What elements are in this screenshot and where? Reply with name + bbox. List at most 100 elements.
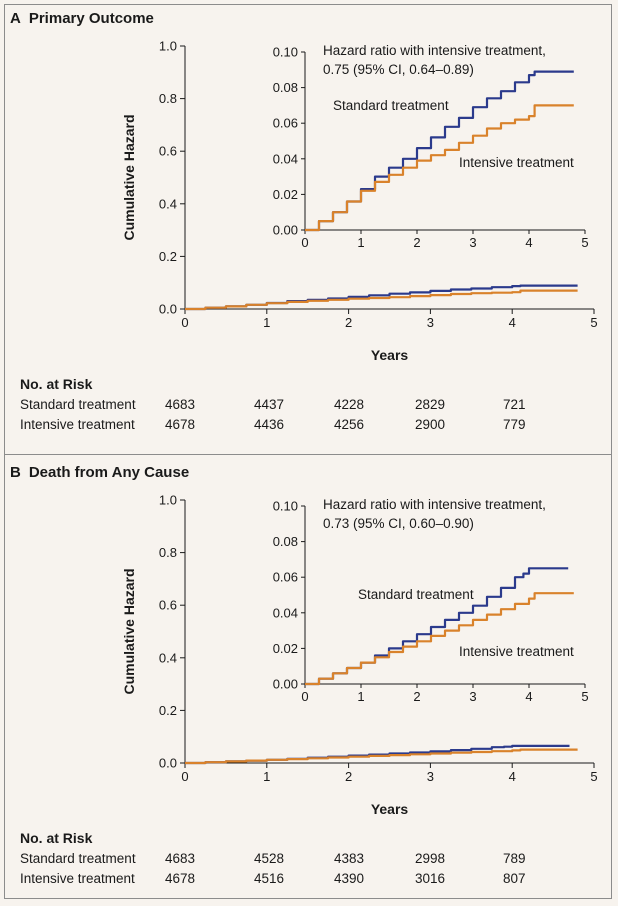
y-tick-label: 0.02 (273, 187, 298, 202)
x-tick-label: 4 (525, 689, 532, 704)
main-curve-intensive (185, 748, 578, 765)
risk-row-intensive: Intensive treatment 4678 4436 4256 2900 … (20, 415, 526, 435)
risk-count: 4683 (165, 397, 196, 412)
main-curve-intensive (185, 289, 578, 311)
y-tick-label: 0.00 (273, 223, 298, 238)
x-axis-title: Years (371, 347, 409, 363)
risk-count: 4256 (334, 417, 365, 432)
risk-count: 807 (503, 871, 526, 886)
risk-row-label: Intensive treatment (20, 871, 135, 886)
panel-title-text: Primary Outcome (28, 10, 154, 27)
inset-curve-standard (305, 567, 569, 686)
chart-panel-a: 0 1 2 3 4 5 0.0 0.2 0.4 0.6 0.8 1.0 Years Cumulative … (121, 39, 598, 364)
risk-count: 789 (503, 851, 526, 866)
risk-table-title: No. at Risk (20, 376, 93, 392)
panel-title: A Primary Outcome (10, 10, 154, 27)
x-tick-label: 0 (181, 769, 188, 784)
standard-curve-label: Standard treatment (333, 98, 449, 113)
x-tick-label: 3 (427, 315, 434, 330)
risk-row-standard: Standard treatment 4683 4437 4228 2829 7… (20, 395, 526, 415)
y-tick-label: 0.00 (273, 677, 298, 692)
y-tick-label: 0.04 (273, 605, 298, 620)
y-tick-label: 0.4 (159, 196, 177, 211)
y-tick-label: 1.0 (159, 493, 177, 508)
x-tick-label: 4 (509, 769, 516, 784)
risk-count: 4383 (334, 851, 365, 866)
y-tick-label: 0.4 (159, 650, 177, 665)
y-tick-label: 0.08 (273, 80, 298, 95)
risk-count: 4390 (334, 871, 365, 886)
y-axis-title: Cumulative Hazard (121, 568, 137, 694)
hazard-ratio-annotation: Hazard ratio with intensive treatment, (323, 497, 546, 512)
y-tick-label: 0.0 (159, 756, 177, 771)
inset-curve-standard (305, 70, 574, 232)
x-tick-label: 1 (357, 689, 364, 704)
risk-count: 721 (503, 397, 526, 412)
x-tick-label: 3 (469, 689, 476, 704)
risk-count: 779 (503, 417, 526, 432)
x-axis-title: Years (371, 801, 409, 817)
figure-frame (4, 4, 612, 899)
x-tick-label: 1 (263, 769, 270, 784)
risk-count: 2829 (415, 397, 446, 412)
x-tick-label: 4 (509, 315, 516, 330)
risk-row-label: Standard treatment (20, 851, 136, 866)
risk-row-label: Intensive treatment (20, 417, 135, 432)
intensive-curve-label: Intensive treatment (459, 644, 574, 659)
risk-row-standard: Standard treatment 4683 4528 4383 2998 7… (20, 849, 526, 869)
y-tick-label: 0.10 (273, 45, 298, 60)
x-tick-label: 1 (263, 315, 270, 330)
risk-row-intensive: Intensive treatment 4678 4516 4390 3016 … (20, 869, 526, 889)
risk-row-label: Standard treatment (20, 397, 136, 412)
chart-panel-b: 0 1 2 3 4 5 0.0 0.2 0.4 0.6 0.8 1.0 Years Cumulative … (121, 493, 598, 818)
y-tick-label: 0.8 (159, 91, 177, 106)
panel-letter: B (10, 464, 21, 481)
hazard-ratio-annotation: 0.75 (95% CI, 0.64–0.89) (323, 62, 474, 77)
x-tick-label: 2 (345, 315, 352, 330)
x-tick-label: 2 (345, 769, 352, 784)
intensive-curve-label: Intensive treatment (459, 155, 574, 170)
x-tick-label: 2 (413, 689, 420, 704)
y-tick-label: 0.6 (159, 598, 177, 613)
panel-b: B Death from Any Cause 0 1 2 3 4 5 0.0 0.2 0.4 0.6… (0, 454, 618, 906)
x-tick-label: 5 (581, 235, 588, 250)
hazard-ratio-annotation: Hazard ratio with intensive treatment, (323, 43, 546, 58)
x-tick-label: 5 (581, 689, 588, 704)
x-tick-label: 0 (301, 689, 308, 704)
x-tick-label: 5 (590, 769, 597, 784)
y-tick-label: 0.10 (273, 499, 298, 514)
y-tick-label: 0.08 (273, 534, 298, 549)
x-tick-label: 1 (357, 235, 364, 250)
x-tick-label: 0 (181, 315, 188, 330)
x-tick-label: 4 (525, 235, 532, 250)
y-tick-label: 0.04 (273, 151, 298, 166)
y-tick-label: 0.2 (159, 249, 177, 264)
risk-count: 4516 (254, 871, 285, 886)
risk-count: 4437 (254, 397, 285, 412)
y-tick-label: 1.0 (159, 39, 177, 54)
risk-count: 4436 (254, 417, 285, 432)
panel-divider (4, 454, 612, 455)
y-tick-label: 0.0 (159, 302, 177, 317)
y-axis-title: Cumulative Hazard (121, 114, 137, 240)
y-tick-label: 0.2 (159, 703, 177, 718)
y-tick-label: 0.06 (273, 116, 298, 131)
risk-count: 3016 (415, 871, 446, 886)
y-tick-label: 0.06 (273, 570, 298, 585)
x-tick-label: 3 (469, 235, 476, 250)
y-tick-label: 0.6 (159, 144, 177, 159)
risk-count: 4678 (165, 417, 196, 432)
panel-letter: A (10, 10, 21, 27)
panel-title-text: Death from Any Cause (28, 464, 190, 481)
x-tick-label: 0 (301, 235, 308, 250)
risk-count: 2998 (415, 851, 446, 866)
risk-table-title: No. at Risk (20, 830, 93, 846)
standard-curve-label: Standard treatment (358, 587, 474, 602)
risk-table: No. at Risk Standard treatment 4683 4528… (20, 830, 526, 889)
panel-a: A Primary Outcome 0 1 2 3 4 5 0.0 0.2 0.4 0.6 0.8 1.… (0, 0, 618, 452)
inset-curve-intensive (305, 592, 574, 686)
panel-title: B Death from Any Cause (10, 464, 189, 481)
risk-count: 4678 (165, 871, 196, 886)
inset-curve-intensive (305, 104, 574, 232)
